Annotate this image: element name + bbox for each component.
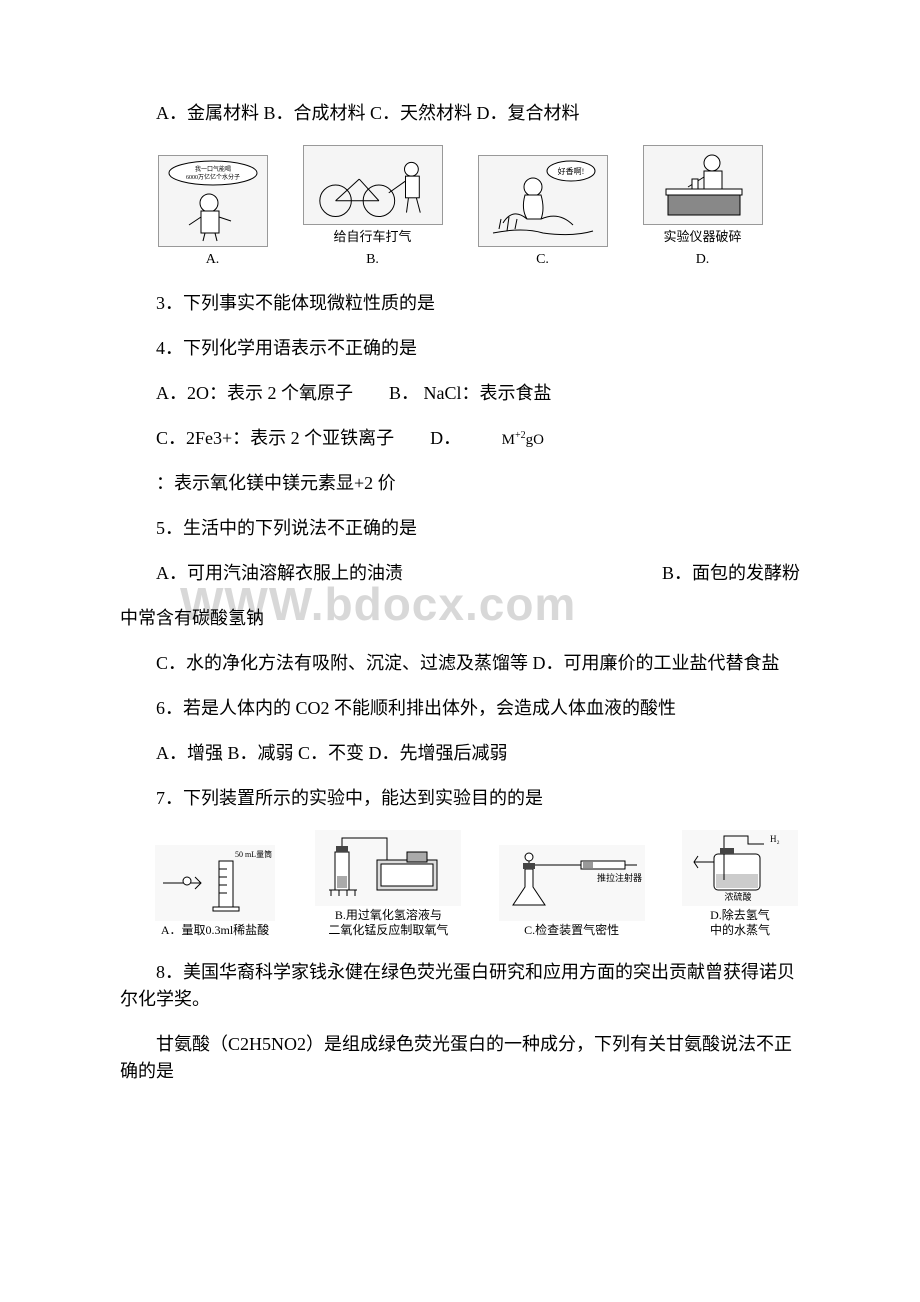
q8-line1: 8．美国华裔科学家钱永健在绿色荧光蛋白研究和应用方面的突出贡献曾获得诺贝尔化学奖… <box>120 959 800 1013</box>
q6-options: A．增强 B．减弱 C．不变 D．先增强后减弱 <box>120 740 800 767</box>
q7-figures: 50 mL量筒 A．量取0.3ml稀盐酸 <box>150 830 800 939</box>
svg-text:推拉注射器: 推拉注射器 <box>597 872 642 883</box>
svg-text:50 mL量筒: 50 mL量筒 <box>235 849 272 859</box>
q5-row1-cont: 中常含有碳酸氢钠 <box>120 605 800 632</box>
exp-a-caption: A．量取0.3ml稀盐酸 <box>161 923 269 939</box>
exp-c-caption: C.检查装置气密性 <box>524 923 619 939</box>
q4-after: ：表示氧化镁中镁元素显+2 价 <box>120 470 800 497</box>
svg-text:我一口气能喝: 我一口气能喝 <box>194 165 230 173</box>
q5-row1: A．可用汽油溶解衣服上的油渍 B．面包的发酵粉 <box>120 560 800 587</box>
exp-b-caption: B.用过氧化氢溶液与 二氧化锰反应制取氧气 <box>328 908 448 939</box>
q6-text: 6．若是人体内的 CO2 不能顺利排出体外，会造成人体血液的酸性 <box>120 695 800 722</box>
exp-c: 推拉注射器 C.检查装置气密性 <box>497 845 647 939</box>
q3-text: 3．下列事实不能体现微粒性质的是 <box>120 290 800 317</box>
q4-text: 4．下列化学用语表示不正确的是 <box>120 335 800 362</box>
figure-b: 给自行车打气 B. <box>303 145 443 270</box>
q5-row2: C．水的净化方法有吸附、沉淀、过滤及蒸馏等 D．可用廉价的工业盐代替食盐 <box>120 650 800 677</box>
q7-text: 7．下列装置所示的实验中，能达到实验目的的是 <box>120 785 800 812</box>
exp-b: B.用过氧化氢溶液与 二氧化锰反应制取氧气 <box>313 830 463 939</box>
q4-cd: C．2Fe3+：表示 2 个亚铁离子 D． M+2gO <box>120 425 800 452</box>
exp-d-caption: D.除去氢气 中的水蒸气 <box>710 908 770 939</box>
figure-b-label: B. <box>366 249 379 270</box>
svg-text:好香啊!: 好香啊! <box>557 166 584 176</box>
q5-a: A．可用汽油溶解衣服上的油渍 <box>120 560 662 587</box>
q4-ab: A．2O：表示 2 个氧原子 B． NaCl：表示食盐 <box>120 380 800 407</box>
q2-options: A．金属材料 B．合成材料 C．天然材料 D．复合材料 <box>120 100 800 127</box>
figure-a: 我一口气能喝 6000万亿亿个水分子 A. <box>158 155 268 270</box>
figure-d: 实验仪器破碎 D. <box>643 145 763 270</box>
figure-d-caption: 实验仪器破碎 <box>663 227 741 247</box>
exp-d: H₂ 浓硫酸 D.除去氢气 中的水蒸气 <box>680 830 800 939</box>
mgo-formula: M+2gO <box>466 428 544 452</box>
q5-text: 5．生活中的下列说法不正确的是 <box>120 515 800 542</box>
svg-text:H₂: H₂ <box>770 834 780 844</box>
q8-line2: 甘氨酸（C2H5NO2）是组成绿色荧光蛋白的一种成分，下列有关甘氨酸说法不正确的… <box>120 1031 800 1085</box>
figure-b-caption: 给自行车打气 <box>333 227 411 247</box>
figure-d-label: D. <box>696 249 710 270</box>
svg-text:浓硫酸: 浓硫酸 <box>724 891 751 902</box>
svg-text:6000万亿亿个水分子: 6000万亿亿个水分子 <box>185 173 239 181</box>
figure-c-label: C. <box>536 249 549 270</box>
q2-figures: 我一口气能喝 6000万亿亿个水分子 A. <box>140 145 780 270</box>
figure-c: 好香啊! C. <box>478 155 608 270</box>
q5-b: B．面包的发酵粉 <box>662 560 800 587</box>
figure-a-label: A. <box>206 249 220 270</box>
q4-c-prefix: C．2Fe3+：表示 2 个亚铁离子 D． <box>156 428 461 448</box>
exp-a: 50 mL量筒 A．量取0.3ml稀盐酸 <box>150 845 280 939</box>
